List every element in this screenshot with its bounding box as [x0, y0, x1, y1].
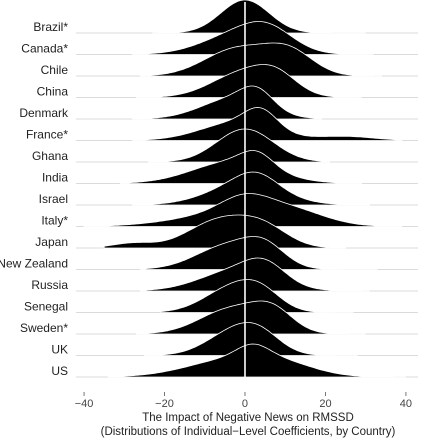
- x-tick-label: −20: [155, 398, 174, 410]
- x-tick-label: 20: [319, 398, 331, 410]
- x-tick-label: −40: [75, 398, 94, 410]
- country-label: Denmark: [19, 106, 69, 120]
- density-ridge-italy: [83, 193, 403, 227]
- density-ridge-canada: [131, 21, 374, 55]
- density-ridge-uk: [144, 322, 358, 356]
- country-label: New Zealand: [0, 257, 68, 271]
- density-ridge-israel: [131, 171, 371, 206]
- x-axis: −40 −20 0 20 40: [75, 392, 412, 410]
- ridges-layer: [76, 0, 418, 378]
- density-ridge-us: [107, 343, 406, 378]
- density-ridge-sweden: [136, 300, 366, 335]
- density-ridge-chile: [140, 42, 382, 77]
- country-label: France*: [26, 128, 68, 142]
- x-tick-label: 40: [400, 398, 412, 410]
- country-label: Ghana: [32, 149, 68, 163]
- density-ridge-denmark: [131, 85, 322, 120]
- density-ridge-china: [136, 64, 362, 98]
- density-ridge-newzealand: [140, 236, 378, 270]
- country-label: UK: [51, 343, 68, 357]
- country-label: Canada*: [21, 42, 68, 56]
- density-ridge-brazil: [152, 0, 366, 34]
- density-ridge-ghana: [148, 128, 330, 163]
- x-axis-title: The Impact of Negative News on RMSSD: [142, 412, 354, 424]
- country-label: Russia: [31, 278, 68, 292]
- density-ridge-russia: [140, 257, 370, 292]
- country-label: Chile: [41, 63, 69, 77]
- x-tick-label: 0: [242, 398, 248, 410]
- x-axis-subtitle: (Distributions of Individual−Level Coeff…: [101, 426, 396, 438]
- density-ridge-france: [131, 107, 403, 141]
- density-ridge-india: [119, 150, 363, 184]
- country-label: Israel: [39, 192, 68, 206]
- country-label: Italy*: [41, 214, 68, 228]
- country-labels: Brazil* Canada* Chile China Denmark France* Gh…: [0, 20, 69, 378]
- country-label: Brazil*: [33, 20, 68, 34]
- country-label: Senegal: [24, 300, 68, 314]
- density-ridge-japan: [103, 214, 346, 249]
- country-label: Japan: [35, 235, 68, 249]
- density-ridge-senegal: [160, 279, 354, 313]
- country-label: India: [42, 171, 68, 185]
- country-label: Sweden*: [20, 321, 68, 335]
- country-label: China: [37, 85, 69, 99]
- country-label: US: [51, 364, 68, 378]
